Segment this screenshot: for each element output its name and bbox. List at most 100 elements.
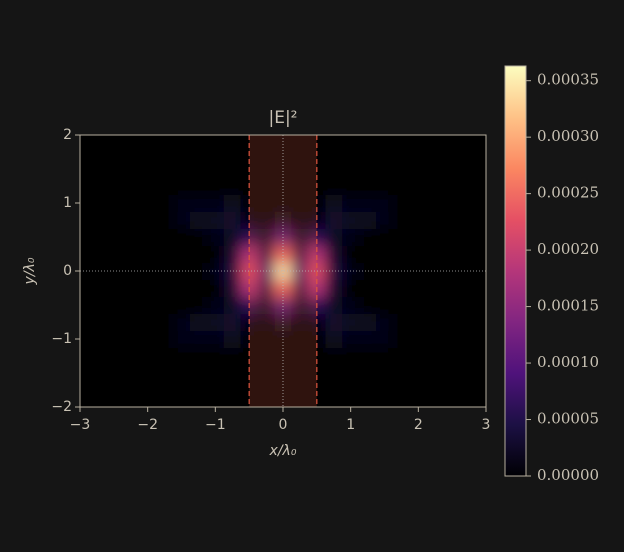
heat-cell xyxy=(477,398,486,407)
heat-cell xyxy=(189,381,208,399)
x-tick-label: 1 xyxy=(346,417,355,433)
heat-cell xyxy=(173,194,191,212)
heat-cell xyxy=(122,211,140,229)
heat-cell xyxy=(291,279,309,297)
heat-cell xyxy=(376,364,394,382)
heat-cell xyxy=(392,347,411,365)
heat-cell xyxy=(206,279,225,297)
heat-cell xyxy=(206,228,225,246)
heat-cell xyxy=(122,177,140,195)
heat-cell xyxy=(376,296,394,314)
heat-cell xyxy=(88,381,106,399)
heat-cell xyxy=(359,228,377,246)
heat-cell xyxy=(105,160,123,178)
heat-cell xyxy=(325,398,343,407)
heat-cell xyxy=(325,194,343,212)
heat-cell xyxy=(122,296,140,314)
heat-cell xyxy=(105,177,123,195)
heat-cell xyxy=(80,228,89,246)
heat-cell xyxy=(443,398,462,407)
heat-cell xyxy=(409,160,428,178)
heat-cell xyxy=(409,245,428,263)
heat-cell xyxy=(206,398,225,407)
heat-cell xyxy=(409,347,428,365)
heat-cell xyxy=(206,211,225,229)
heat-cell xyxy=(359,364,377,382)
heat-cell xyxy=(477,228,486,246)
heat-cell xyxy=(173,398,191,407)
heat-cell xyxy=(376,262,394,280)
heat-cell xyxy=(105,143,123,161)
heat-cell xyxy=(257,364,276,382)
heat-cell xyxy=(240,211,259,229)
heat-cell xyxy=(189,279,208,297)
heat-cell xyxy=(426,211,445,229)
heat-cell xyxy=(189,135,208,144)
heat-cell xyxy=(223,262,242,280)
heat-cell xyxy=(189,177,208,195)
heat-cell xyxy=(274,245,292,263)
heat-cell xyxy=(257,330,276,348)
heat-cell xyxy=(223,347,242,365)
heat-cell xyxy=(88,211,106,229)
heat-cell xyxy=(156,177,174,195)
heat-cell xyxy=(426,245,445,263)
heat-cell xyxy=(477,347,486,365)
heat-cell xyxy=(477,135,486,144)
heat-cell xyxy=(80,279,89,297)
heat-cell xyxy=(342,313,360,331)
heat-cell xyxy=(206,296,225,314)
heat-cell xyxy=(206,177,225,195)
heat-cell xyxy=(376,135,394,144)
heat-cell xyxy=(359,177,377,195)
heat-cell xyxy=(223,364,242,382)
heat-cell xyxy=(376,143,394,161)
x-tick-label: 0 xyxy=(279,417,288,433)
heat-cell xyxy=(88,296,106,314)
heat-cell xyxy=(477,330,486,348)
heat-cell xyxy=(274,296,292,314)
heat-cell xyxy=(291,211,309,229)
heat-cell xyxy=(80,313,89,331)
heat-cell xyxy=(376,245,394,263)
heat-cell xyxy=(223,143,242,161)
heat-cell xyxy=(342,330,360,348)
heat-cell xyxy=(223,177,242,195)
heat-cell xyxy=(409,194,428,212)
heat-cell xyxy=(291,194,309,212)
heat-cell xyxy=(325,279,343,297)
heat-cell xyxy=(257,194,276,212)
heat-cell xyxy=(88,160,106,178)
heat-cell xyxy=(460,211,479,229)
heat-cell xyxy=(240,364,259,382)
heat-cell xyxy=(105,245,123,263)
heat-cell xyxy=(409,177,428,195)
heat-cell xyxy=(257,398,276,407)
heat-cell xyxy=(257,313,276,331)
heat-cell xyxy=(189,194,208,212)
heat-cell xyxy=(156,135,174,144)
heat-cell xyxy=(409,143,428,161)
heat-cell xyxy=(88,347,106,365)
x-axis-label: x/λ₀ xyxy=(269,443,297,459)
heat-cell xyxy=(223,296,242,314)
heat-cell xyxy=(240,381,259,399)
heat-cell xyxy=(409,211,428,229)
heat-cell xyxy=(88,313,106,331)
heat-cell xyxy=(409,330,428,348)
heat-cell xyxy=(477,160,486,178)
heat-cell xyxy=(156,364,174,382)
heat-cell xyxy=(88,398,106,407)
heat-cell xyxy=(173,347,191,365)
heat-cell xyxy=(88,143,106,161)
heat-cell xyxy=(257,211,276,229)
heat-cell xyxy=(359,330,377,348)
heat-cell xyxy=(460,364,479,382)
heat-cell xyxy=(409,296,428,314)
colorbar-tick-label: 0.00030 xyxy=(537,127,599,145)
heat-cell xyxy=(342,135,360,144)
heat-cell xyxy=(274,347,292,365)
heat-cell xyxy=(173,330,191,348)
heat-cell xyxy=(189,143,208,161)
colorbar-tick-label: 0.00005 xyxy=(537,410,599,428)
